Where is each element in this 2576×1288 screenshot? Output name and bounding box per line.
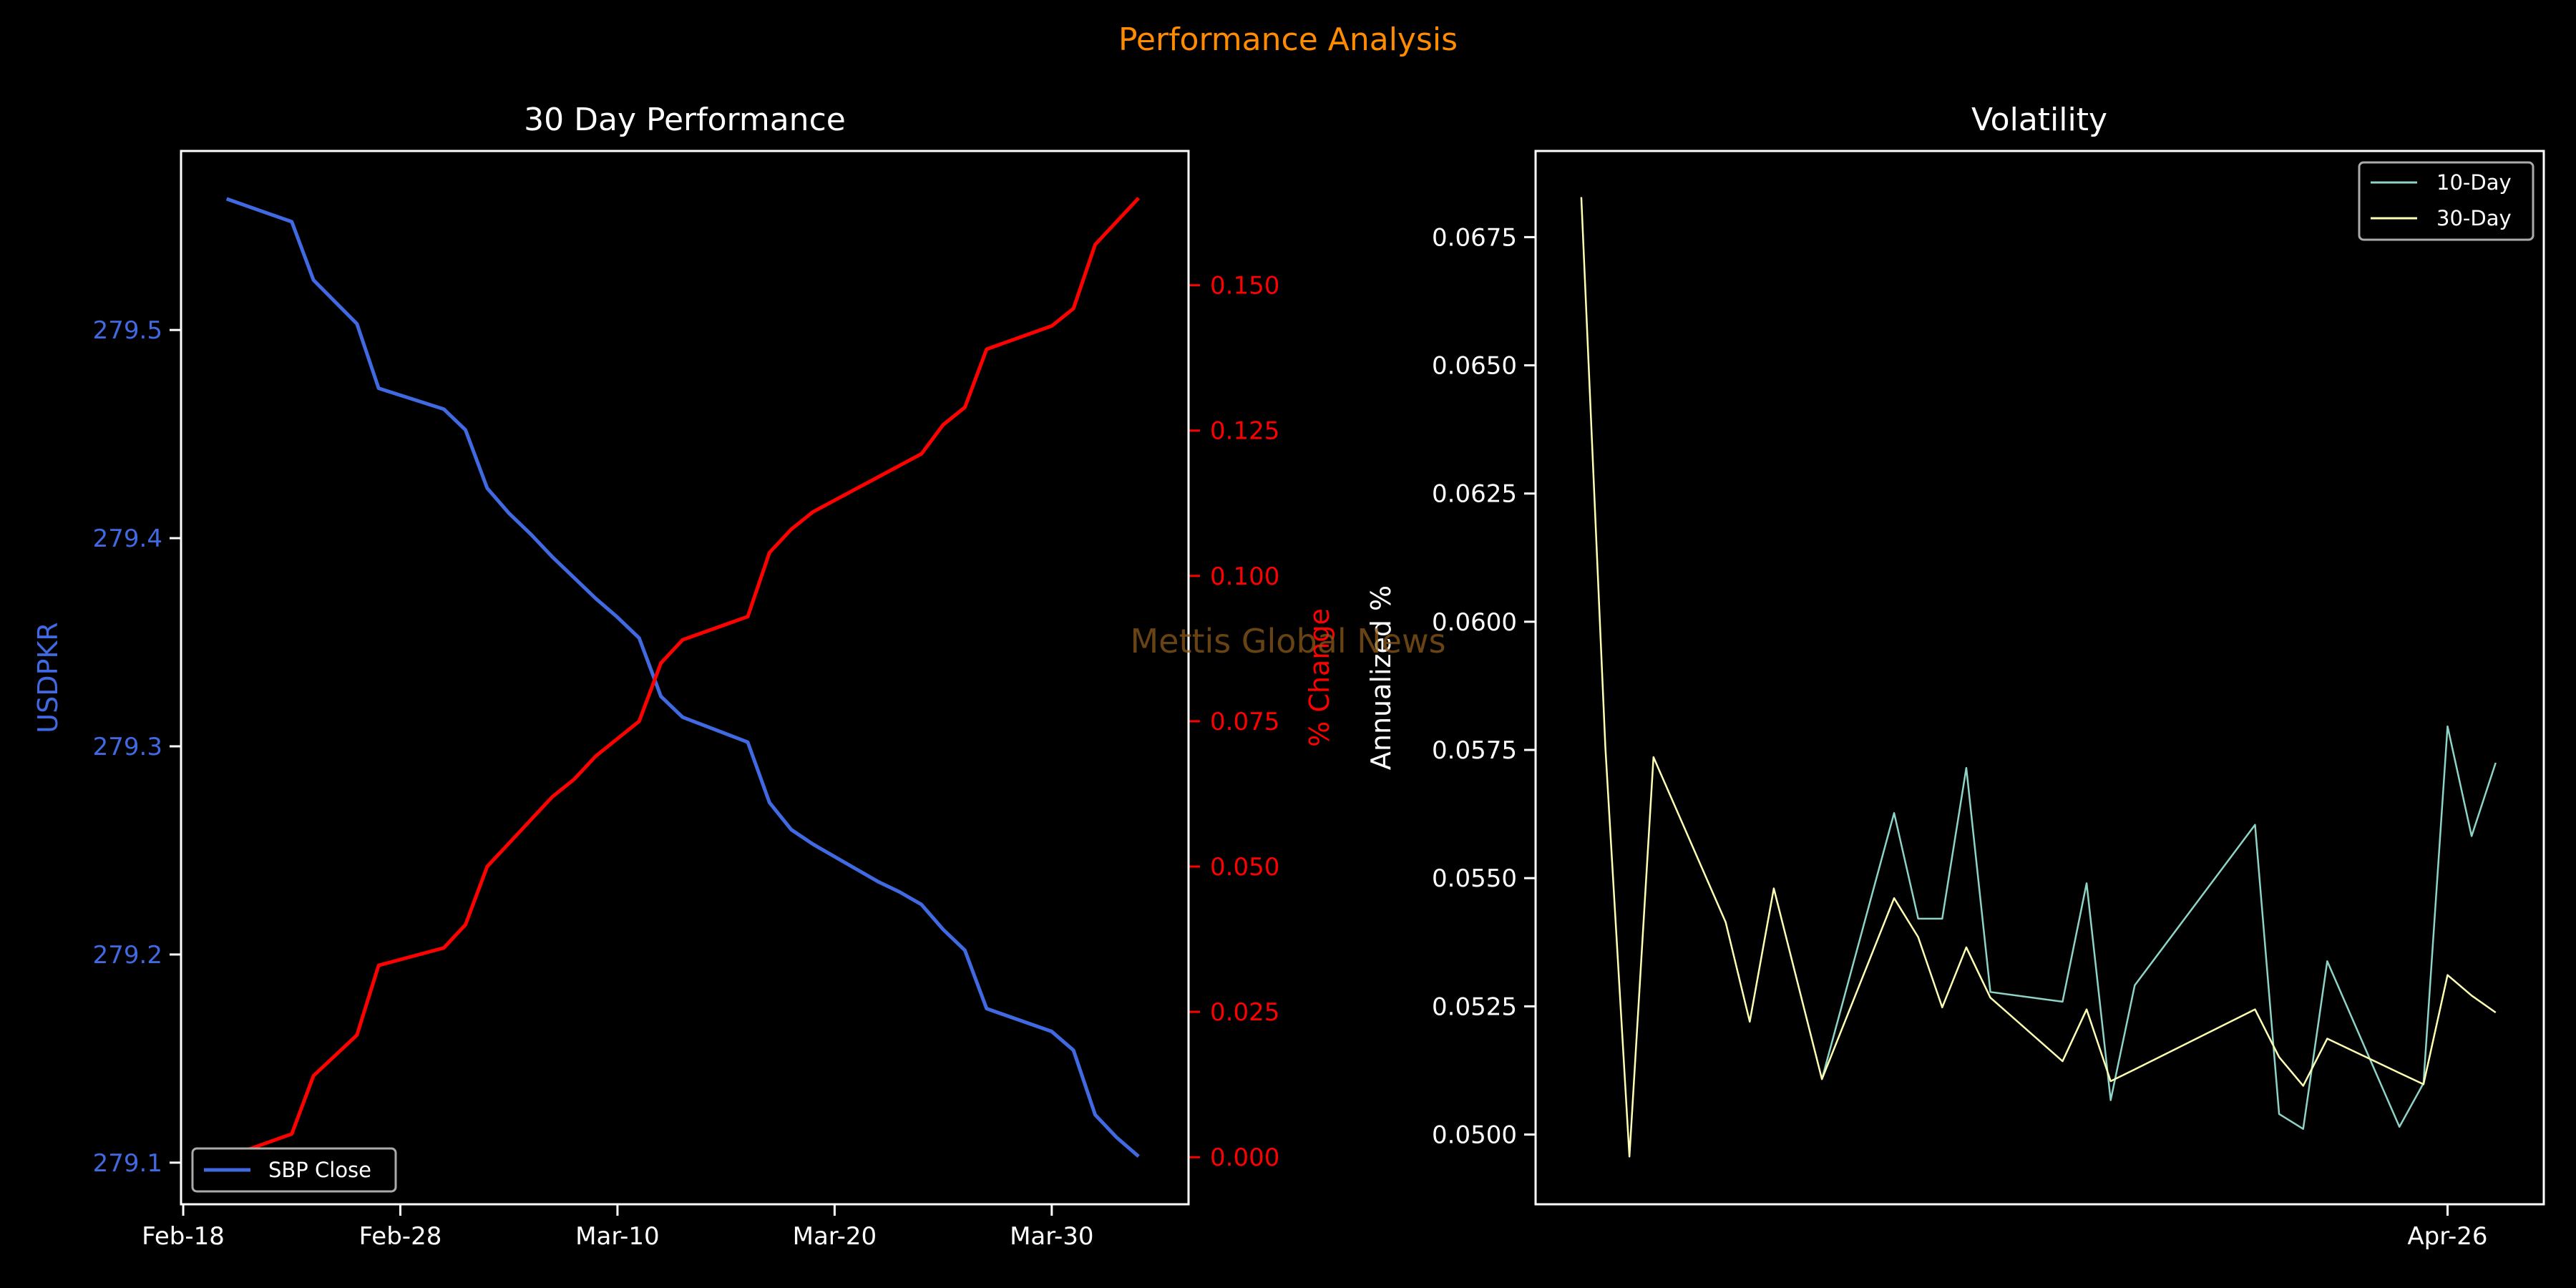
watermark: Mettis Global News <box>1130 622 1445 660</box>
volatility-plot-frame <box>1534 150 2545 1206</box>
right-y-tick-label: 0.100 <box>1210 562 1279 591</box>
y-tick-label: 279.2 <box>93 941 162 970</box>
y-tick-label: 279.3 <box>93 733 162 761</box>
performance-plot-frame <box>180 150 1190 1206</box>
right-y-tick-label: 0.125 <box>1210 417 1279 446</box>
x-tick-label: Apr-26 <box>2407 1222 2487 1251</box>
y-tick-label: 279.4 <box>93 525 162 553</box>
legend-performance: SBP Close <box>191 1147 397 1193</box>
volatility-chart-title: Volatility <box>1971 102 2107 138</box>
y-tick-label: 0.0575 <box>1432 736 1517 765</box>
series-line-sbp-close <box>225 197 1140 1158</box>
x-tick-label: Mar-10 <box>575 1222 660 1251</box>
y-tick-label: 0.0650 <box>1432 352 1517 381</box>
right-y-tick-label: 0.150 <box>1210 272 1279 301</box>
y-tick-label: 0.0675 <box>1432 223 1517 252</box>
x-tick-label: Mar-30 <box>1010 1222 1094 1251</box>
right-y-tick-label: 0.050 <box>1210 853 1279 882</box>
performance-chart: 30 Day Performance USDPKR % Change Feb-1… <box>32 102 1335 1251</box>
volatility-chart: Volatility Annualized % Apr-26 0.0500 0.05… <box>1365 102 2545 1251</box>
series-line-30-day <box>1580 197 2497 1158</box>
legend-label-sbp-close: SBP Close <box>268 1158 371 1182</box>
series-line-percent-change <box>225 197 1141 1159</box>
right-y-axis-label: % Change <box>1304 608 1335 747</box>
x-tick-label: Feb-28 <box>359 1222 442 1251</box>
y-tick-label: 0.0625 <box>1432 480 1517 509</box>
x-tick-label: Feb-18 <box>142 1222 225 1251</box>
performance-chart-title: 30 Day Performance <box>524 102 846 138</box>
right-y-tick-label: 0.075 <box>1210 708 1279 736</box>
volatility-y-axis-label: Annualized % <box>1365 585 1397 770</box>
right-y-tick-label: 0.025 <box>1210 998 1279 1027</box>
left-y-axis-label: USDPKR <box>32 622 64 733</box>
y-tick-label: 279.1 <box>93 1149 162 1178</box>
figure-title: Performance Analysis <box>1118 21 1458 58</box>
y-tick-label: 0.0525 <box>1432 992 1517 1021</box>
y-tick-label: 0.0550 <box>1432 864 1517 893</box>
y-tick-label: 0.0600 <box>1432 608 1517 637</box>
x-tick-label: Mar-20 <box>793 1222 877 1251</box>
legend-volatility: 10-Day 30-Day <box>2358 161 2534 241</box>
y-tick-label: 279.5 <box>93 316 162 345</box>
y-tick-label: 0.0500 <box>1432 1121 1517 1150</box>
legend-label-30-day: 30-Day <box>2436 206 2512 230</box>
legend-label-10-day: 10-Day <box>2436 170 2512 195</box>
right-y-tick-label: 0.000 <box>1210 1143 1279 1172</box>
